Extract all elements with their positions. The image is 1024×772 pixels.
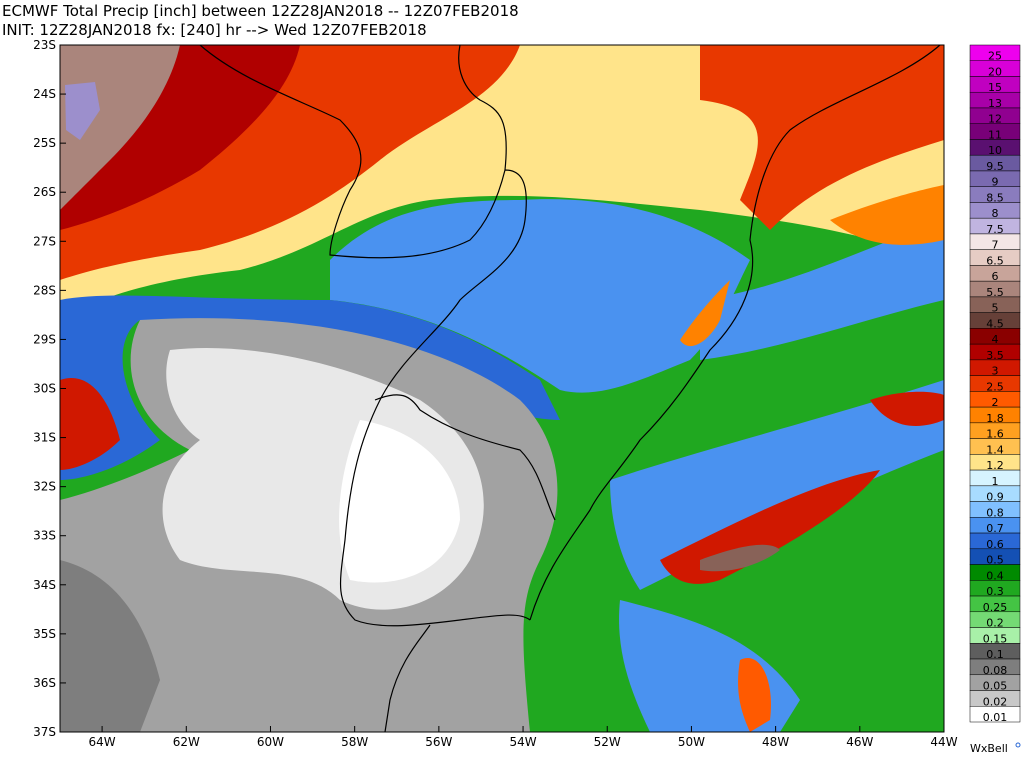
lat-label: 33S bbox=[33, 529, 56, 543]
legend-label: 9.5 bbox=[986, 160, 1004, 173]
lat-label: 27S bbox=[33, 234, 56, 248]
legend-label: 2 bbox=[992, 396, 999, 409]
lon-label: 48W bbox=[762, 735, 789, 749]
lon-label: 50W bbox=[678, 735, 705, 749]
legend-label: 1.2 bbox=[986, 459, 1004, 472]
legend-label: 0.1 bbox=[986, 648, 1004, 661]
legend-label: 5.5 bbox=[986, 286, 1004, 299]
legend-label: 7 bbox=[992, 239, 999, 252]
legend-label: 0.5 bbox=[986, 554, 1004, 567]
lon-label: 46W bbox=[846, 735, 873, 749]
legend-label: 4 bbox=[992, 333, 999, 346]
legend-label: 1.4 bbox=[986, 443, 1004, 456]
legend-label: 0.3 bbox=[986, 585, 1004, 598]
legend-label: 6.5 bbox=[986, 254, 1004, 267]
legend-label: 2.5 bbox=[986, 380, 1004, 393]
legend-label: 4.5 bbox=[986, 317, 1004, 330]
legend-swatch bbox=[969, 706, 1021, 723]
legend-label: 0.25 bbox=[983, 601, 1008, 614]
lat-label: 35S bbox=[33, 627, 56, 641]
legend-label: 12 bbox=[988, 113, 1002, 126]
legend-label: 1.8 bbox=[986, 412, 1004, 425]
legend-label: 0.08 bbox=[983, 664, 1008, 677]
legend-label: 0.15 bbox=[983, 632, 1008, 645]
lat-label: 32S bbox=[33, 480, 56, 494]
legend-label: 0.2 bbox=[986, 617, 1004, 630]
legend-label: 0.6 bbox=[986, 538, 1004, 551]
legend-label: 13 bbox=[988, 97, 1002, 110]
lat-label: 37S bbox=[33, 725, 56, 739]
legend-label: 10 bbox=[988, 144, 1002, 157]
brand-dot bbox=[1015, 742, 1021, 748]
legend-label: 0.8 bbox=[986, 506, 1004, 519]
lat-label: 26S bbox=[33, 185, 56, 199]
legend-label: 0.7 bbox=[986, 522, 1004, 535]
lat-label: 24S bbox=[33, 87, 56, 101]
lat-label: 28S bbox=[33, 283, 56, 297]
legend-label: 6 bbox=[992, 270, 999, 283]
legend-label: 0.4 bbox=[986, 569, 1004, 582]
legend-label: 1 bbox=[992, 475, 999, 488]
legend-label: 0.9 bbox=[986, 491, 1004, 504]
legend-label: 3.5 bbox=[986, 349, 1004, 362]
subtitle: INIT: 12Z28JAN2018 fx: [240] hr --> Wed … bbox=[2, 21, 427, 39]
lat-label: 31S bbox=[33, 431, 56, 445]
brand: WxBell bbox=[970, 742, 1008, 755]
lat-label: 23S bbox=[33, 38, 56, 52]
lon-label: 54W bbox=[509, 735, 536, 749]
legend-label: 5 bbox=[992, 302, 999, 315]
lon-label: 60W bbox=[257, 735, 284, 749]
lon-label: 58W bbox=[341, 735, 368, 749]
legend-label: 15 bbox=[988, 81, 1002, 94]
lon-label: 56W bbox=[425, 735, 452, 749]
legend-label: 11 bbox=[988, 128, 1002, 141]
legend-label: 7.5 bbox=[986, 223, 1004, 236]
lon-label: 52W bbox=[594, 735, 621, 749]
borders bbox=[199, 44, 941, 733]
legend-label: 9 bbox=[992, 176, 999, 189]
legend-label: 0.01 bbox=[983, 711, 1008, 724]
legend-label: 8.5 bbox=[986, 191, 1004, 204]
legend-label: 1.6 bbox=[986, 428, 1004, 441]
lon-label: 62W bbox=[173, 735, 200, 749]
lat-label: 34S bbox=[33, 578, 56, 592]
lat-label: 30S bbox=[33, 382, 56, 396]
lat-label: 29S bbox=[33, 332, 56, 346]
lon-label: 64W bbox=[89, 735, 116, 749]
legend-label: 0.05 bbox=[983, 680, 1008, 693]
lat-label: 36S bbox=[33, 676, 56, 690]
lon-label: 44W bbox=[930, 735, 957, 749]
legend-label: 8 bbox=[992, 207, 999, 220]
lat-label: 25S bbox=[33, 136, 56, 150]
precip-field bbox=[60, 45, 944, 732]
legend-label: 25 bbox=[988, 50, 1002, 63]
legend-label: 20 bbox=[988, 65, 1002, 78]
legend-label: 0.02 bbox=[983, 695, 1008, 708]
legend-label: 3 bbox=[992, 365, 999, 378]
title: ECMWF Total Precip [inch] between 12Z28J… bbox=[2, 2, 519, 20]
